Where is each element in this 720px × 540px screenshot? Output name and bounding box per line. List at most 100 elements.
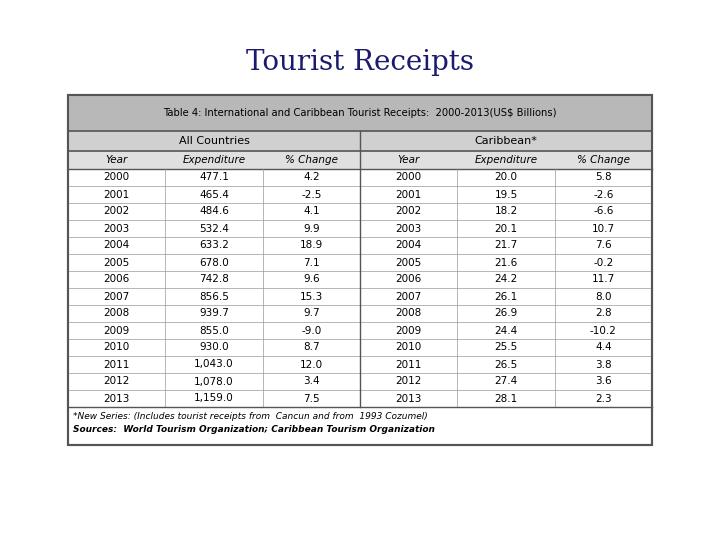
Text: 11.7: 11.7 [592, 274, 615, 285]
Text: Year: Year [397, 155, 420, 165]
Text: 2012: 2012 [395, 376, 422, 387]
Text: 4.1: 4.1 [303, 206, 320, 217]
Text: -2.6: -2.6 [593, 190, 613, 199]
Text: 1,078.0: 1,078.0 [194, 376, 234, 387]
Text: 7.1: 7.1 [303, 258, 320, 267]
Text: -6.6: -6.6 [593, 206, 613, 217]
Text: 2.8: 2.8 [595, 308, 612, 319]
Text: 28.1: 28.1 [495, 394, 518, 403]
Text: 26.5: 26.5 [495, 360, 518, 369]
Text: 21.7: 21.7 [495, 240, 518, 251]
Text: Expenditure: Expenditure [474, 155, 538, 165]
Text: All Countries: All Countries [179, 136, 249, 146]
Bar [68, 131, 360, 151]
Text: 856.5: 856.5 [199, 292, 229, 301]
Text: 939.7: 939.7 [199, 308, 229, 319]
Text: 15.3: 15.3 [300, 292, 323, 301]
Text: 2003: 2003 [104, 224, 130, 233]
Bar [68, 95, 652, 131]
Text: 477.1: 477.1 [199, 172, 229, 183]
Text: 2004: 2004 [104, 240, 130, 251]
Text: 2005: 2005 [104, 258, 130, 267]
Text: 2011: 2011 [104, 360, 130, 369]
Text: 9.7: 9.7 [303, 308, 320, 319]
Text: -10.2: -10.2 [590, 326, 617, 335]
Text: % Change: % Change [577, 155, 630, 165]
Text: 2001: 2001 [104, 190, 130, 199]
Text: Year: Year [106, 155, 127, 165]
Text: 2003: 2003 [395, 224, 422, 233]
Text: 2011: 2011 [395, 360, 422, 369]
Text: -9.0: -9.0 [301, 326, 321, 335]
Text: 2008: 2008 [104, 308, 130, 319]
Text: 2013: 2013 [395, 394, 422, 403]
Text: 2000: 2000 [395, 172, 422, 183]
Text: 21.6: 21.6 [495, 258, 518, 267]
Text: 1,043.0: 1,043.0 [194, 360, 234, 369]
Text: 12.0: 12.0 [300, 360, 323, 369]
Text: 19.5: 19.5 [495, 190, 518, 199]
Text: 10.7: 10.7 [592, 224, 615, 233]
Text: 5.8: 5.8 [595, 172, 612, 183]
Text: 9.6: 9.6 [303, 274, 320, 285]
Text: 4.2: 4.2 [303, 172, 320, 183]
Text: 20.1: 20.1 [495, 224, 518, 233]
Text: 24.4: 24.4 [495, 326, 518, 335]
Text: Tourist Receipts: Tourist Receipts [246, 49, 474, 76]
Text: 25.5: 25.5 [495, 342, 518, 353]
Text: 2005: 2005 [395, 258, 422, 267]
Text: Expenditure: Expenditure [182, 155, 246, 165]
Text: 855.0: 855.0 [199, 326, 229, 335]
Text: 27.4: 27.4 [495, 376, 518, 387]
Text: *New Series: (Includes tourist receipts from  Cancun and from  1993 Cozumel): *New Series: (Includes tourist receipts … [73, 412, 428, 421]
Text: 3.6: 3.6 [595, 376, 612, 387]
Text: Caribbean*: Caribbean* [474, 136, 537, 146]
Text: 3.4: 3.4 [303, 376, 320, 387]
Text: 742.8: 742.8 [199, 274, 229, 285]
Text: 2.3: 2.3 [595, 394, 612, 403]
Text: 2002: 2002 [395, 206, 422, 217]
Text: 18.2: 18.2 [495, 206, 518, 217]
Text: Table 4: International and Caribbean Tourist Receipts:  2000-2013(US$ Billions): Table 4: International and Caribbean Tou… [163, 108, 557, 118]
Text: 465.4: 465.4 [199, 190, 229, 199]
Text: 2004: 2004 [395, 240, 422, 251]
Text: 930.0: 930.0 [199, 342, 229, 353]
Text: -0.2: -0.2 [593, 258, 613, 267]
Text: 633.2: 633.2 [199, 240, 229, 251]
Text: 2010: 2010 [395, 342, 422, 353]
Text: 9.9: 9.9 [303, 224, 320, 233]
Text: 2009: 2009 [395, 326, 422, 335]
Text: 26.1: 26.1 [495, 292, 518, 301]
Text: -2.5: -2.5 [301, 190, 322, 199]
Text: 2008: 2008 [395, 308, 422, 319]
Text: 2009: 2009 [104, 326, 130, 335]
Text: 2002: 2002 [104, 206, 130, 217]
Text: 8.0: 8.0 [595, 292, 611, 301]
Bar [68, 151, 652, 169]
Text: 2000: 2000 [104, 172, 130, 183]
Text: 2001: 2001 [395, 190, 422, 199]
Text: 1,159.0: 1,159.0 [194, 394, 234, 403]
Bar [68, 95, 652, 445]
Text: 2012: 2012 [104, 376, 130, 387]
Text: 2007: 2007 [104, 292, 130, 301]
Bar [360, 131, 652, 151]
Text: 7.6: 7.6 [595, 240, 612, 251]
Text: 4.4: 4.4 [595, 342, 612, 353]
Text: 18.9: 18.9 [300, 240, 323, 251]
Text: 24.2: 24.2 [495, 274, 518, 285]
Text: 2006: 2006 [395, 274, 422, 285]
Text: 26.9: 26.9 [495, 308, 518, 319]
Text: 2010: 2010 [104, 342, 130, 353]
Text: 2007: 2007 [395, 292, 422, 301]
Text: % Change: % Change [285, 155, 338, 165]
Bar [68, 95, 652, 445]
Text: 7.5: 7.5 [303, 394, 320, 403]
Text: 484.6: 484.6 [199, 206, 229, 217]
Text: 532.4: 532.4 [199, 224, 229, 233]
Text: 2013: 2013 [104, 394, 130, 403]
Text: Sources:  World Tourism Organization; Caribbean Tourism Organization: Sources: World Tourism Organization; Car… [73, 425, 435, 434]
Text: 678.0: 678.0 [199, 258, 229, 267]
Text: 2006: 2006 [104, 274, 130, 285]
Text: 20.0: 20.0 [495, 172, 518, 183]
